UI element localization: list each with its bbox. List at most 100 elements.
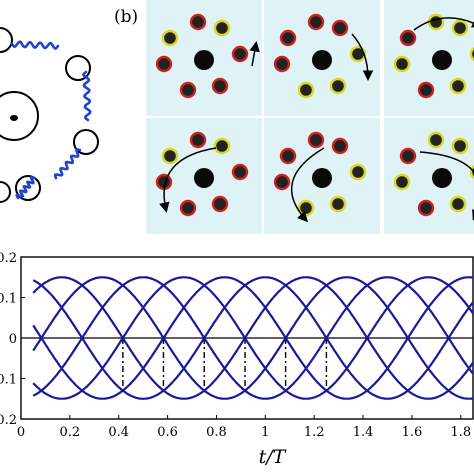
- series-line: [32, 276, 474, 400]
- x-axis-label: t/T: [259, 446, 287, 468]
- center-particle: [194, 168, 214, 188]
- red-particle: [307, 131, 325, 149]
- panel-b-snapshots: [146, 0, 474, 234]
- rotation-arrow: [413, 17, 474, 31]
- center-particle: [432, 50, 452, 70]
- rotation-arrow: [159, 147, 217, 213]
- yellow-particle: [469, 46, 474, 62]
- center-particle: [432, 168, 452, 188]
- series-curves: [32, 276, 474, 400]
- orbit-ring-4: [15, 175, 41, 201]
- x-tick-label: 0.8: [206, 425, 227, 440]
- snapshot-tile: [264, 118, 380, 234]
- x-tick-label: 1.4: [353, 425, 374, 440]
- red-particle: [231, 163, 249, 181]
- panel-a-schematic: [0, 27, 99, 203]
- snapshot-tile: [384, 0, 474, 116]
- yellow-particle: [427, 13, 445, 31]
- red-particle: [273, 173, 291, 191]
- red-particle: [279, 29, 297, 47]
- red-particle: [399, 29, 417, 47]
- red-particle: [189, 131, 207, 149]
- y-tick-labels: 0.2 0.1 0 0.1 0.2: [0, 251, 17, 428]
- red-particle: [231, 45, 249, 63]
- snapshot-tile: [384, 118, 474, 234]
- dashed-markers: [122, 338, 328, 391]
- y-tick-label: 0.1: [0, 292, 17, 307]
- polymer-chain: [15, 176, 36, 200]
- red-particle: [417, 81, 435, 99]
- yellow-particle: [213, 137, 231, 155]
- y-tick-label: 0.2: [0, 251, 17, 266]
- axis-ticks: [20, 256, 462, 420]
- series-line: [32, 276, 474, 400]
- orbit-ring-3: [73, 129, 99, 155]
- yellow-particle: [329, 195, 347, 213]
- red-particle: [417, 199, 435, 217]
- series-line: [32, 276, 474, 400]
- x-tick-label: 1.2: [304, 425, 325, 440]
- red-particle: [273, 55, 291, 73]
- series-line: [32, 276, 474, 400]
- red-particle: [279, 147, 297, 165]
- yellow-particle: [451, 137, 469, 155]
- yellow-particle: [449, 195, 467, 213]
- yellow-particle: [449, 77, 467, 95]
- x-tick-label: 0.6: [157, 425, 178, 440]
- red-particle: [331, 19, 349, 37]
- rotation-arrow: [290, 147, 325, 223]
- yellow-particle: [349, 163, 367, 181]
- x-tick-label: 1: [261, 425, 269, 440]
- yellow-particle: [427, 131, 445, 149]
- x-tick-label: 1.8: [450, 425, 471, 440]
- orbit-ring-2: [65, 55, 91, 81]
- x-tick-label: 0: [17, 425, 25, 440]
- red-particle: [189, 13, 207, 31]
- yellow-particle: [393, 55, 411, 73]
- yellow-particle: [349, 45, 367, 63]
- orbit-ring-1: [0, 27, 13, 53]
- x-tick-label: 0.2: [60, 425, 81, 440]
- series-line: [32, 276, 474, 400]
- y-tick-label: 0.2: [0, 413, 17, 428]
- yellow-particle: [161, 29, 179, 47]
- polymer-chain: [82, 70, 92, 122]
- orbit-ring-5: [0, 181, 11, 203]
- center-dot: [10, 115, 18, 121]
- snapshot-tile: [264, 0, 380, 116]
- x-tick-label: 0.4: [108, 425, 129, 440]
- polymer-chain: [54, 148, 82, 180]
- snapshot-tile: [146, 0, 262, 116]
- y-tick-label: 0.1: [0, 373, 17, 388]
- yellow-particle: [451, 19, 469, 37]
- phase-chart: 0.20.100.10.2 0 0.2 0.4 0.6 0.8 1 1.2 1.4 1.6 1.8…: [0, 251, 474, 468]
- yellow-particle: [213, 19, 231, 37]
- polymer-chain: [10, 40, 60, 50]
- series-line: [32, 276, 474, 400]
- red-particle: [331, 137, 349, 155]
- panel-b-label: (b): [114, 7, 138, 27]
- snapshot-tile: [146, 118, 262, 234]
- red-particle: [211, 195, 229, 213]
- red-particle: [399, 147, 417, 165]
- y-tick-label: 0: [9, 332, 17, 347]
- yellow-particle: [161, 147, 179, 165]
- rotation-arrow: [249, 41, 260, 67]
- center-ring: [0, 91, 39, 141]
- center-particle: [312, 168, 332, 188]
- rotation-arrow: [351, 33, 374, 81]
- yellow-particle: [393, 173, 411, 191]
- x-tick-label: 1.6: [402, 425, 423, 440]
- yellow-particle: [329, 77, 347, 95]
- center-particle: [194, 50, 214, 70]
- red-particle: [211, 77, 229, 95]
- red-particle: [179, 81, 197, 99]
- red-particle: [179, 199, 197, 217]
- polymer-chains: [10, 40, 92, 200]
- yellow-particle: [297, 81, 315, 99]
- center-particle: [312, 50, 332, 70]
- x-tick-labels: 0 0.2 0.4 0.6 0.8 1 1.2 1.4 1.6 1.8: [17, 425, 471, 440]
- red-particle: [307, 13, 325, 31]
- red-particle: [155, 55, 173, 73]
